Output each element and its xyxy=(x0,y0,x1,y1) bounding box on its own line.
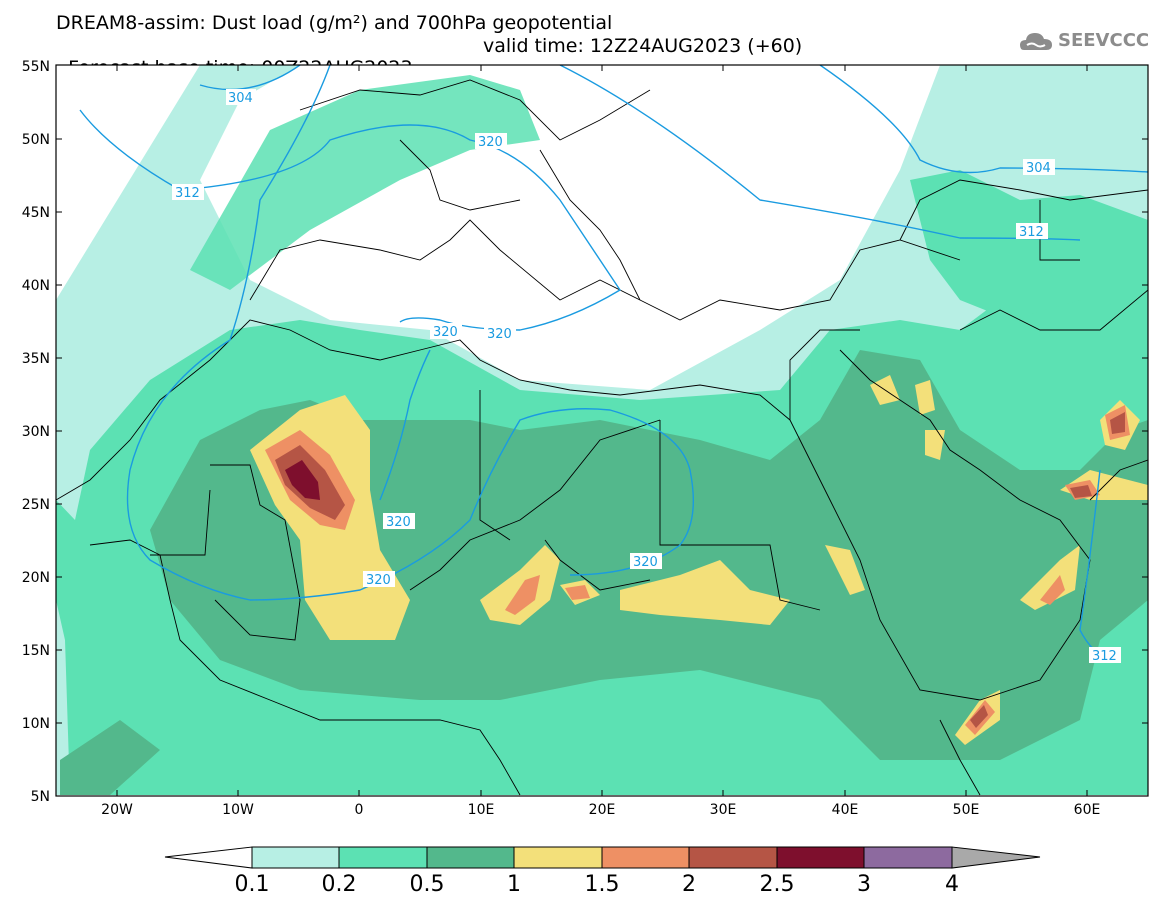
lat-label: 5N xyxy=(31,789,50,805)
lat-label: 30N xyxy=(22,424,50,440)
legend-label: 3 xyxy=(857,872,871,897)
legend-label: 2 xyxy=(682,872,696,897)
lat-label: 10N xyxy=(22,716,50,732)
legend-label: 1.5 xyxy=(584,872,620,897)
colorbar-under-triangle xyxy=(164,846,253,869)
lon-label: 20E xyxy=(589,802,616,818)
contour-labels: 304 312 320 320 320 320 320 320 304 312 … xyxy=(172,89,1121,664)
longitude-axis: 20W 10W 0 10E 20E 30E 40E 50E 60E xyxy=(101,65,1100,818)
lat-label: 25N xyxy=(22,497,50,513)
lon-label: 20W xyxy=(101,802,133,818)
lon-label: 40E xyxy=(832,802,859,818)
valid-time: valid time: 12Z24AUG2023 (+60) xyxy=(483,35,803,57)
colorbar xyxy=(164,846,1041,869)
contour-label: 312 xyxy=(1019,225,1044,240)
lon-label: 60E xyxy=(1074,802,1101,818)
contour-label: 320 xyxy=(487,327,512,342)
contour-label: 304 xyxy=(228,91,253,106)
lon-label: 50E xyxy=(953,802,980,818)
colorbar-over-triangle xyxy=(951,846,1041,869)
legend-label: 0.2 xyxy=(321,872,357,897)
contour-label: 320 xyxy=(386,515,411,530)
cloud-logo-icon xyxy=(1020,33,1052,50)
colorbar-segment xyxy=(513,846,603,869)
legend-label: 1 xyxy=(507,872,521,897)
contour-label: 320 xyxy=(433,325,458,340)
colorbar-segment xyxy=(688,846,778,869)
contour-label: 320 xyxy=(633,555,658,570)
contour-label: 312 xyxy=(1092,649,1117,664)
lon-label: 0 xyxy=(355,802,364,818)
lat-label: 50N xyxy=(22,132,50,148)
lat-label: 15N xyxy=(22,643,50,659)
latitude-axis: 5N 10N 15N 20N 25N 30N 35N 40N 45N 50N 5… xyxy=(22,59,1148,805)
colorbar-segment xyxy=(776,846,865,869)
contour-label: 304 xyxy=(1026,161,1051,176)
legend-label: 0.5 xyxy=(409,872,445,897)
legend-label: 0.1 xyxy=(234,872,270,897)
contour-label: 312 xyxy=(175,186,200,201)
lat-label: 45N xyxy=(22,205,50,221)
lat-label: 55N xyxy=(22,59,50,75)
lon-label: 10W xyxy=(222,802,254,818)
colorbar-segment xyxy=(601,846,690,869)
colorbar-segment xyxy=(338,846,428,869)
lon-label: 10E xyxy=(468,802,495,818)
legend-label: 2.5 xyxy=(759,872,795,897)
dust-field: 304 312 320 320 320 320 320 320 304 312 … xyxy=(56,65,1148,796)
lat-label: 20N xyxy=(22,570,50,586)
lat-label: 40N xyxy=(22,278,50,294)
legend-label: 4 xyxy=(945,872,959,897)
colorbar-segment xyxy=(863,846,953,869)
logo-text: SEEVCCC xyxy=(1058,30,1150,51)
colorbar-segment xyxy=(251,846,340,869)
map-title: DREAM8-assim: Dust load (g/m²) and 700hP… xyxy=(56,12,613,34)
colorbar-segment xyxy=(426,846,515,869)
contour-label: 320 xyxy=(478,135,503,150)
lon-label: 30E xyxy=(710,802,737,818)
contour-label: 320 xyxy=(366,573,391,588)
lat-label: 35N xyxy=(22,351,50,367)
